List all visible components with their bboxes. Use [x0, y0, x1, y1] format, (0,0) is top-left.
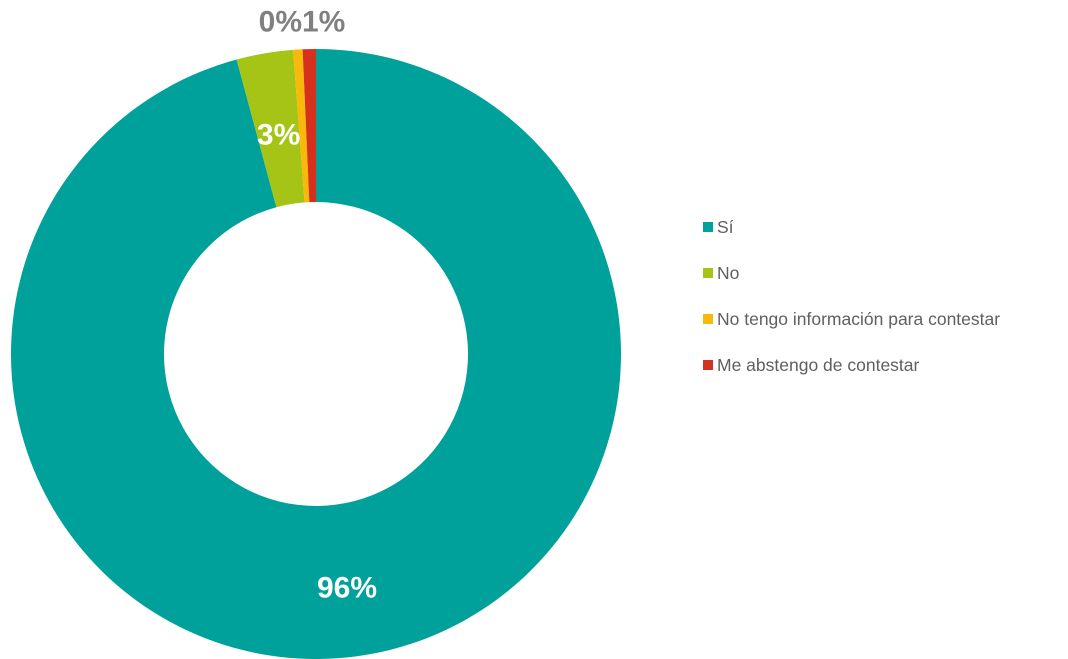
slice-no: [236, 49, 305, 208]
legend-label: No tengo información para contestar: [717, 308, 1001, 329]
slice-me-abstengo: [302, 49, 316, 203]
legend-item-me-abstengo: Me abstengo de contestar: [703, 350, 1000, 380]
data-labels: 96% 3% 0% 1%: [257, 6, 377, 605]
chart-legend: Sí No No tengo información para contesta…: [703, 212, 1000, 396]
legend-swatch: [703, 268, 713, 278]
legend-swatch: [703, 314, 713, 324]
slice-si: [11, 49, 622, 659]
legend-label: Sí: [717, 216, 734, 237]
data-label-si: 96%: [317, 571, 377, 604]
slice-no-tengo-informacion: [293, 49, 310, 203]
legend-swatch: [703, 360, 713, 370]
data-label-no: 3%: [257, 119, 300, 152]
data-label-me-abstengo: 1%: [302, 6, 345, 39]
legend-label: Me abstengo de contestar: [717, 354, 920, 375]
donut-slices: [11, 49, 622, 659]
legend-item-si: Sí: [703, 212, 1000, 242]
legend-swatch: [703, 222, 713, 232]
legend-label: No: [717, 262, 740, 283]
legend-item-no: No: [703, 258, 1000, 288]
data-label-no-tengo-informacion: 0%: [259, 6, 302, 39]
legend-item-no-tengo-informacion: No tengo información para contestar: [703, 304, 1000, 334]
